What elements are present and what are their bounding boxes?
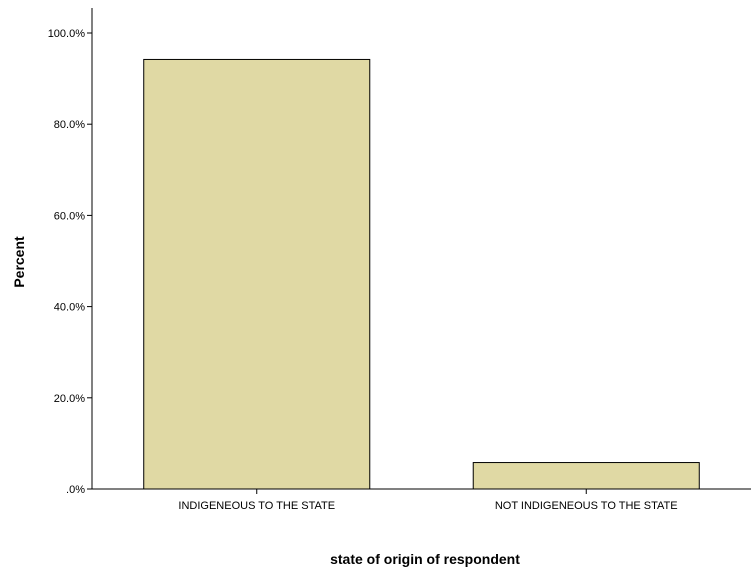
- y-axis-title: Percent: [11, 236, 27, 288]
- y-tick-label: 80.0%: [54, 119, 85, 131]
- bar: [143, 58, 371, 490]
- y-tick-label: 20.0%: [54, 393, 85, 405]
- x-axis-title: state of origin of respondent: [330, 551, 520, 567]
- y-axis: .0% 20.0% 40.0% 60.0% 80.0% 100.0%: [48, 8, 93, 496]
- x-tick-label: NOT INDIGENEOUS TO THE STATE: [495, 500, 678, 512]
- bars-group: [143, 58, 700, 490]
- x-axis: INDIGENEOUS TO THE STATE NOT INDIGENEOUS …: [92, 488, 751, 512]
- y-tick-label: 40.0%: [54, 302, 85, 314]
- y-tick-label: 60.0%: [54, 210, 85, 222]
- bar: [472, 462, 700, 490]
- y-tick-label: 100.0%: [48, 28, 86, 40]
- x-tick-label: INDIGENEOUS TO THE STATE: [178, 500, 335, 512]
- y-tick-label: .0%: [66, 484, 85, 496]
